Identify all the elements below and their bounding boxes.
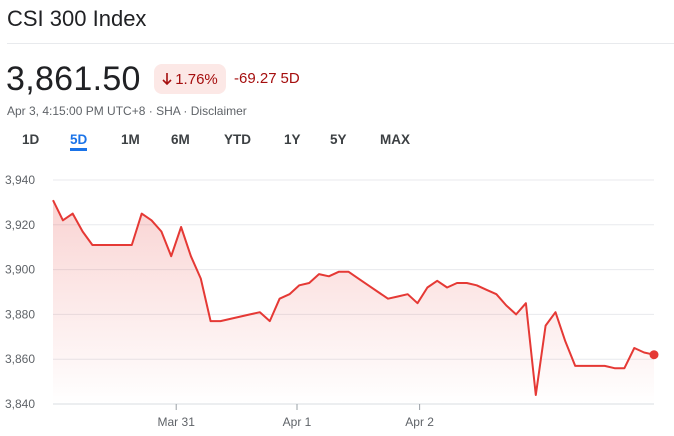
tab-1y[interactable]: 1Y [284, 132, 301, 147]
price-area-fill [53, 200, 654, 404]
latest-price-dot [649, 350, 659, 360]
disclaimer-link[interactable]: Disclaimer [190, 104, 247, 118]
header-divider [7, 43, 674, 44]
tab-ytd[interactable]: YTD [224, 132, 251, 147]
exchange-label: SHA [156, 104, 181, 118]
price-line [52, 199, 655, 396]
x-tick-label: Mar 31 [158, 415, 196, 429]
tab-5y[interactable]: 5Y [330, 132, 347, 147]
tab-max[interactable]: MAX [380, 132, 410, 147]
tab-1d[interactable]: 1D [22, 132, 40, 147]
x-axis-labels: Mar 31 Apr 1 Apr 2 [158, 404, 434, 429]
percent-change-badge: 1.76% [154, 64, 226, 94]
percent-change-value: 1.76% [175, 70, 218, 88]
arrow-down-icon [162, 73, 172, 86]
y-tick-label: 3,840 [5, 397, 35, 411]
absolute-change: -69.27 5D [234, 70, 304, 87]
quote-meta: Apr 3, 4:15:00 PM UTC+8 · SHA · Disclaim… [7, 104, 247, 118]
y-tick-label: 3,920 [5, 218, 35, 232]
tab-1m[interactable]: 1M [121, 132, 140, 147]
absolute-change-value: -69.27 [234, 70, 277, 87]
timestamp: Apr 3, 4:15:00 PM UTC+8 [7, 104, 146, 118]
change-period: 5D [280, 70, 300, 87]
x-tick-label: Apr 1 [283, 415, 312, 429]
y-tick-label: 3,900 [5, 263, 35, 277]
y-tick-label: 3,940 [5, 173, 35, 187]
y-axis-labels: 3,940 3,920 3,900 3,880 3,860 3,840 [5, 173, 35, 411]
y-tick-label: 3,880 [5, 307, 35, 321]
tab-6m[interactable]: 6M [171, 132, 190, 147]
current-price: 3,861.50 [6, 60, 141, 98]
y-tick-label: 3,860 [5, 352, 35, 366]
page-title: CSI 300 Index [7, 6, 147, 31]
meta-separator: · [180, 104, 191, 118]
tab-5d[interactable]: 5D [70, 132, 88, 151]
meta-separator: · [145, 104, 157, 118]
x-tick-label: Apr 2 [405, 415, 434, 429]
